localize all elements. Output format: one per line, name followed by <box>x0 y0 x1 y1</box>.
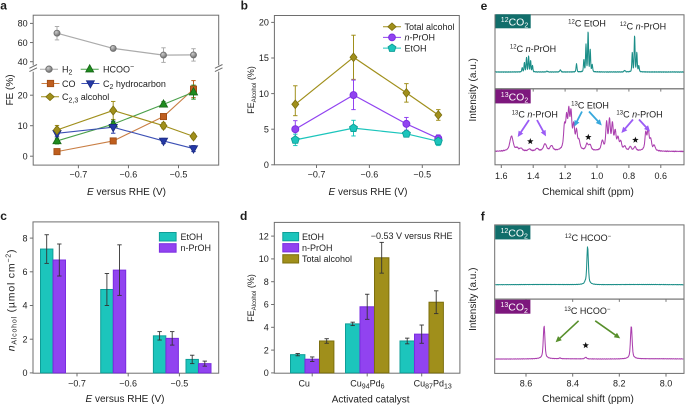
svg-text:E versus RHE (V): E versus RHE (V) <box>87 187 166 198</box>
svg-text:FE (%): FE (%) <box>5 74 16 105</box>
svg-text:Total alcohol: Total alcohol <box>405 22 455 32</box>
svg-text:12CO2: 12CO2 <box>501 16 529 29</box>
svg-text:13CO2: 13CO2 <box>501 91 529 104</box>
svg-text:10: 10 <box>18 121 28 131</box>
svg-text:20: 20 <box>18 90 28 100</box>
svg-text:6: 6 <box>264 300 269 310</box>
svg-text:e: e <box>481 0 488 13</box>
svg-text:13C EtOH: 13C EtOH <box>571 101 609 111</box>
svg-text:EtOH: EtOH <box>302 232 324 242</box>
svg-text:1.4: 1.4 <box>527 171 540 181</box>
svg-text:−0.5: −0.5 <box>413 169 431 179</box>
svg-text:Chemical shift (ppm): Chemical shift (ppm) <box>542 394 634 405</box>
svg-text:13CO2: 13CO2 <box>501 302 529 315</box>
svg-text:H2: H2 <box>62 65 73 77</box>
svg-text:Activated catalyst: Activated catalyst <box>332 395 410 406</box>
svg-text:Total alcohol: Total alcohol <box>302 254 352 264</box>
svg-text:Intensity (a.u.): Intensity (a.u.) <box>468 58 479 121</box>
svg-text:−0.6: −0.6 <box>361 169 379 179</box>
svg-text:EtOH: EtOH <box>405 43 427 53</box>
svg-text:E versus RHE (V): E versus RHE (V) <box>329 187 408 198</box>
svg-text:1.6: 1.6 <box>495 171 508 181</box>
svg-text:E versus RHE (V): E versus RHE (V) <box>86 394 165 405</box>
svg-text:−0.7: −0.7 <box>308 169 326 179</box>
svg-text:2: 2 <box>264 345 269 355</box>
svg-text:8.2: 8.2 <box>613 379 626 389</box>
svg-text:12CO2: 12CO2 <box>501 227 529 240</box>
svg-text:8: 8 <box>22 233 27 243</box>
svg-text:f: f <box>481 209 486 223</box>
svg-text:CO: CO <box>62 79 76 89</box>
svg-text:0: 0 <box>23 151 28 161</box>
svg-text:8.6: 8.6 <box>520 379 533 389</box>
svg-text:6: 6 <box>22 267 27 277</box>
svg-text:n-PrOH: n-PrOH <box>405 33 436 43</box>
svg-text:d: d <box>240 209 247 223</box>
svg-text:8.0: 8.0 <box>660 379 673 389</box>
svg-text:40: 40 <box>18 57 28 67</box>
svg-text:C2 hydrocarbon: C2 hydrocarbon <box>103 79 166 91</box>
svg-text:5: 5 <box>264 124 269 134</box>
svg-text:12: 12 <box>259 231 269 241</box>
svg-text:Cu87Pd13: Cu87Pd13 <box>414 379 452 391</box>
svg-text:HCOO−: HCOO− <box>103 64 134 75</box>
svg-text:Chemical shift (ppm): Chemical shift (ppm) <box>542 187 634 198</box>
svg-text:12C n-PrOH: 12C n-PrOH <box>620 21 666 31</box>
svg-text:8.4: 8.4 <box>566 379 579 389</box>
svg-text:nAlcohol (µmol cm−2): nAlcohol (µmol cm−2) <box>6 249 19 352</box>
svg-text:13C HCOO−: 13C HCOO− <box>564 306 611 316</box>
svg-text:20: 20 <box>259 18 269 28</box>
svg-text:12C n-PrOH: 12C n-PrOH <box>510 44 556 54</box>
svg-text:0.8: 0.8 <box>623 171 636 181</box>
svg-text:Cu: Cu <box>298 379 310 389</box>
svg-text:−0.7: −0.7 <box>68 379 86 389</box>
svg-text:1.2: 1.2 <box>559 171 572 181</box>
svg-text:13C n-PrOH: 13C n-PrOH <box>616 110 662 120</box>
svg-text:Intensity (a.u.): Intensity (a.u.) <box>468 268 479 331</box>
svg-text:−0.7: −0.7 <box>70 169 88 179</box>
svg-text:8: 8 <box>264 277 269 287</box>
svg-text:−0.5: −0.5 <box>170 169 188 179</box>
svg-text:15: 15 <box>259 53 269 63</box>
svg-text:10: 10 <box>259 89 269 99</box>
svg-text:4: 4 <box>22 301 27 311</box>
svg-text:Cu94Pd6: Cu94Pd6 <box>350 379 384 391</box>
svg-text:0: 0 <box>264 368 269 378</box>
svg-text:0: 0 <box>22 368 27 378</box>
svg-text:4: 4 <box>264 323 269 333</box>
svg-text:2: 2 <box>22 334 27 344</box>
svg-text:10: 10 <box>259 254 269 264</box>
svg-text:12C HCOO−: 12C HCOO− <box>565 233 612 243</box>
svg-text:13C n-PrOH: 13C n-PrOH <box>512 110 558 120</box>
svg-text:−0.5: −0.5 <box>171 379 189 389</box>
svg-text:n-PrOH: n-PrOH <box>181 243 212 253</box>
svg-text:60: 60 <box>18 38 28 48</box>
svg-text:0: 0 <box>264 160 269 170</box>
svg-text:80: 80 <box>18 19 28 29</box>
svg-text:−0.6: −0.6 <box>120 169 138 179</box>
svg-text:EtOH: EtOH <box>181 232 203 242</box>
svg-text:c: c <box>0 209 7 223</box>
svg-text:0.6: 0.6 <box>655 171 668 181</box>
svg-text:a: a <box>0 0 7 13</box>
svg-text:12C EtOH: 12C EtOH <box>568 19 606 29</box>
svg-text:1.0: 1.0 <box>591 171 604 181</box>
svg-text:−0.6: −0.6 <box>119 379 137 389</box>
svg-text:b: b <box>241 0 248 13</box>
svg-text:−0.53 V versus RHE: −0.53 V versus RHE <box>371 231 453 241</box>
svg-text:n-PrOH: n-PrOH <box>302 243 333 253</box>
